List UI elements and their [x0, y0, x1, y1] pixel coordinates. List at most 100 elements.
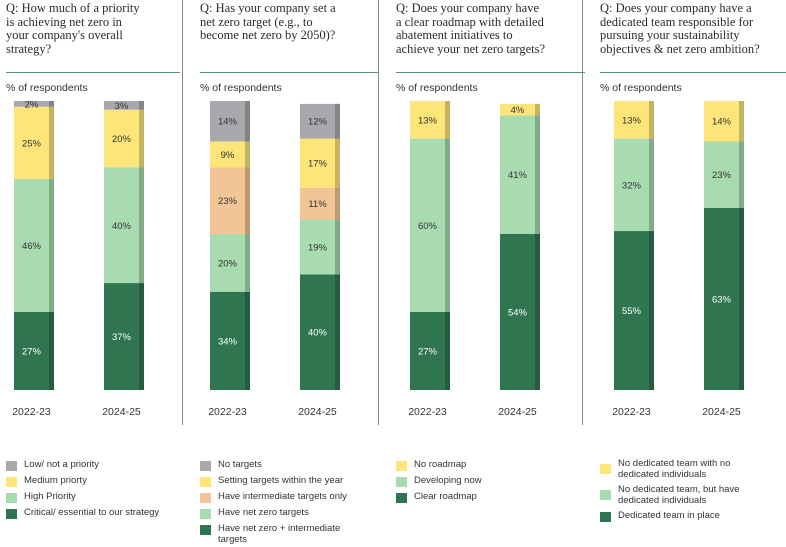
legend-swatch — [600, 464, 611, 474]
legend-label: Clear roadmap — [414, 491, 477, 502]
bar-segment-edge — [649, 231, 654, 390]
legend-swatch — [200, 509, 211, 519]
data-label: 27% — [22, 346, 42, 357]
chart-panel-2: Q: Has your company set a net zero targe… — [200, 0, 379, 430]
data-label: 20% — [218, 258, 238, 269]
data-label: 34% — [218, 336, 238, 347]
data-label: 23% — [218, 196, 238, 207]
bar-segment — [300, 138, 340, 188]
legend-swatch — [200, 461, 211, 471]
bar-segment-edge — [245, 233, 250, 292]
data-label: 9% — [221, 150, 235, 161]
bar-segment-edge — [335, 138, 340, 188]
bar-segment-edge — [649, 138, 654, 232]
bar-segment-edge — [139, 101, 144, 110]
data-label: 19% — [308, 242, 328, 253]
bar-segment-edge — [245, 101, 250, 142]
data-label: 23% — [712, 170, 732, 181]
bar-segment-edge — [245, 167, 250, 234]
data-label: 60% — [418, 221, 438, 232]
x-tick-label: 2024-25 — [102, 406, 141, 418]
bar-segment-edge — [245, 291, 250, 390]
data-label: 46% — [22, 241, 42, 252]
data-label: 40% — [308, 328, 328, 339]
bar-segment — [210, 291, 250, 390]
bar-segment-edge — [49, 311, 54, 390]
legend-swatch — [396, 461, 407, 471]
bar-segment-edge — [739, 101, 744, 142]
legend-label: High Priority — [24, 491, 76, 502]
data-label: 13% — [418, 115, 438, 126]
data-label: 17% — [308, 159, 328, 170]
legend-label: Critical/ essential to our strategy — [24, 507, 160, 518]
panel-divider — [182, 0, 183, 425]
bar-segment — [14, 101, 54, 107]
question-title: Q: Does your company have a dedicated te… — [600, 1, 760, 56]
bar-segment — [104, 101, 144, 110]
bar-segment-edge — [445, 138, 450, 312]
legend-swatch — [200, 525, 211, 535]
bar-segment — [410, 311, 450, 390]
data-label: 3% — [115, 101, 129, 112]
y-axis-label: % of respondents — [6, 82, 88, 94]
data-label: 4% — [511, 105, 525, 116]
bar-segment — [14, 179, 54, 312]
legend-swatch — [600, 512, 611, 522]
header-rule — [200, 72, 379, 73]
bars-svg: 34% 20% 23% 9% 14% 2022-23 40% 19% 11% 17% 12% 2024… — [208, 101, 340, 418]
question-title: Q: Has your company set a net zero targe… — [200, 1, 336, 42]
y-axis-label: % of respondents — [200, 82, 282, 94]
data-label: 41% — [508, 170, 528, 181]
legend-swatch — [6, 461, 17, 471]
bar-segment — [500, 115, 540, 234]
bar-segment-edge — [335, 103, 340, 139]
bar-segment-edge — [335, 219, 340, 275]
bar-segment — [104, 167, 144, 284]
legend-label: No targets — [218, 459, 262, 470]
y-axis-label: % of respondents — [600, 82, 682, 94]
legend-swatch — [396, 493, 407, 503]
bar-segment-edge — [335, 187, 340, 220]
legend-label: Have net zero targets — [218, 507, 309, 518]
legend-label: Developing now — [414, 475, 482, 486]
bar-segment — [210, 167, 250, 234]
data-label: 20% — [112, 134, 132, 145]
bar-segment — [210, 233, 250, 292]
bars-svg: 27% 60% 13% 2022-23 54% 41% 4% 2024-25 — [408, 101, 540, 418]
chart-panel-3: Q: Does your company have a clear roadma… — [396, 0, 585, 430]
data-label: 32% — [622, 180, 642, 191]
legend-swatch — [600, 490, 611, 500]
legend-label: Have net zero + intermediate targets — [218, 523, 341, 545]
bar-segment-edge — [535, 103, 540, 116]
question-title: Q: How much of a priority is achieving n… — [6, 1, 140, 56]
data-label: 2% — [25, 99, 39, 110]
bar-segment — [500, 233, 540, 390]
bar-segment-edge — [49, 106, 54, 180]
bar-segment-edge — [139, 283, 144, 390]
bar-segment — [410, 138, 450, 312]
bar-segment-edge — [535, 115, 540, 234]
bar-segment — [300, 274, 340, 390]
data-label: 25% — [22, 138, 42, 149]
legend-swatch — [396, 477, 407, 487]
data-label: 54% — [508, 307, 528, 318]
bar-segment-edge — [649, 101, 654, 139]
legend-label: Low/ not a priority — [24, 459, 99, 470]
bar-segment — [210, 101, 250, 142]
bar-segment-edge — [535, 233, 540, 390]
data-label: 55% — [622, 306, 642, 317]
legend-swatch — [6, 477, 17, 487]
bar-segment — [614, 231, 654, 390]
bar-segment-edge — [739, 141, 744, 208]
bar-segment-edge — [445, 101, 450, 139]
header-rule — [6, 72, 180, 73]
data-label: 40% — [112, 221, 132, 232]
legend-label: Have intermediate targets only — [218, 491, 347, 502]
bar-segment-edge — [139, 167, 144, 284]
bar-segment-edge — [139, 109, 144, 168]
header-rule — [396, 72, 585, 73]
bar-segment-edge — [49, 101, 54, 107]
x-tick-label: 2022-23 — [208, 406, 247, 418]
header-rule — [600, 72, 786, 73]
chart-panel-1: Q: How much of a priority is achieving n… — [6, 0, 180, 430]
